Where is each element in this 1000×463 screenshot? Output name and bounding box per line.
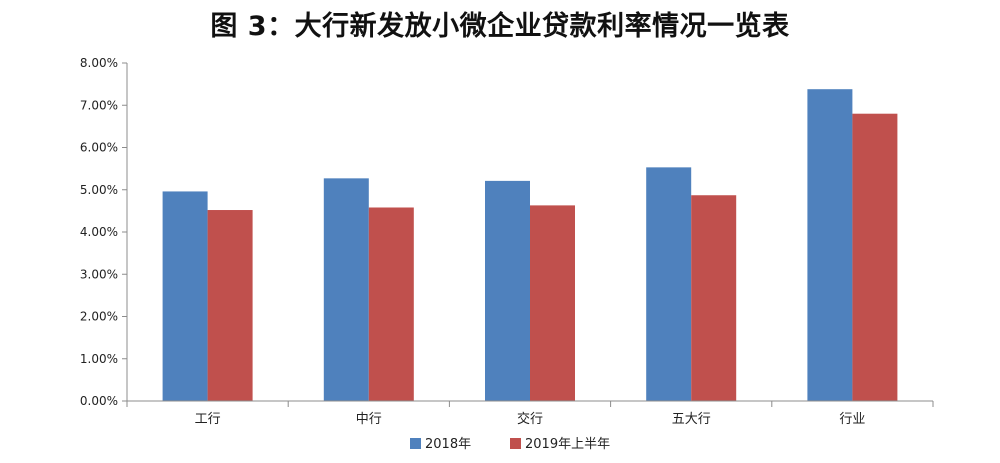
y-tick-label: 2.00% [80, 310, 118, 324]
y-tick-label: 5.00% [80, 183, 118, 197]
bars [162, 89, 898, 401]
y-tick-label: 0.00% [80, 394, 118, 408]
y-tick-label: 7.00% [80, 98, 118, 112]
bar-series-1 [807, 89, 853, 401]
y-tick-label: 8.00% [80, 56, 118, 70]
bar-series-2 [852, 113, 898, 401]
legend-swatch [510, 438, 521, 449]
bar-series-2 [691, 195, 737, 401]
legend: 2018年 2019年上半年 [410, 437, 610, 452]
x-category-label: 工行 [195, 412, 221, 427]
bar-series-1 [485, 180, 530, 401]
legend-swatch [410, 438, 421, 449]
bar-series-1 [323, 178, 369, 401]
x-category-label: 行业 [839, 412, 865, 427]
chart-title: 图 3：大行新发放小微企业贷款利率情况一览表 [210, 11, 790, 42]
bar-series-2 [368, 207, 414, 401]
x-category-label: 五大行 [672, 412, 711, 427]
x-category-label: 中行 [356, 412, 382, 427]
bar-series-1 [646, 167, 692, 401]
legend-label: 2019年上半年 [525, 437, 610, 452]
bar-series-2 [207, 210, 253, 401]
y-axis: 0.00% 1.00% 2.00% 3.00% 4.00% 5.00% 6.00% 7.00%… [80, 56, 128, 408]
x-axis: 工行 中行 交行 五大行 行业 [126, 400, 934, 427]
x-category-label: 交行 [517, 411, 543, 427]
y-tick-label: 4.00% [80, 225, 118, 239]
bar-series-1 [162, 191, 208, 401]
y-tick-label: 3.00% [80, 267, 118, 281]
y-tick-label: 1.00% [80, 352, 118, 366]
legend-label: 2018年 [425, 437, 471, 452]
y-tick-label: 6.00% [80, 141, 118, 155]
bar-series-2 [530, 205, 575, 401]
